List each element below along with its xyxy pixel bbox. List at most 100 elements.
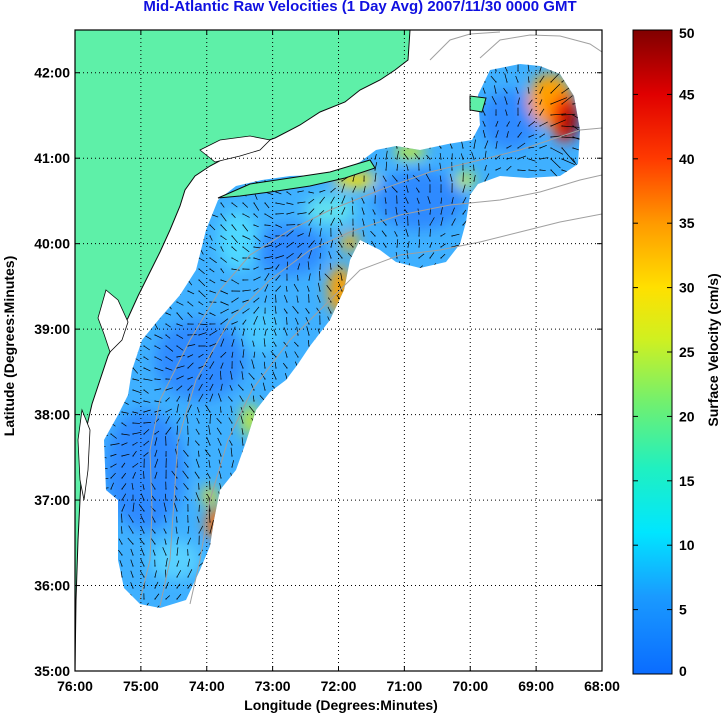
velocity-arrow	[151, 528, 156, 534]
velocity-arrow-origin	[220, 224, 222, 226]
velocity-arrow-origin	[253, 312, 255, 314]
velocity-arrow	[416, 197, 420, 204]
velocity-arrow	[220, 279, 228, 283]
velocity-arrow	[231, 213, 236, 219]
velocity-arrow	[539, 86, 544, 94]
velocity-arrow	[218, 448, 222, 457]
velocity-arrow	[550, 147, 564, 155]
velocity-arrow	[286, 253, 294, 259]
velocity-arrow-origin	[451, 191, 453, 193]
velocity-arrow	[127, 537, 134, 545]
velocity-arrow-origin	[517, 81, 519, 83]
velocity-arrow-origin	[396, 224, 398, 226]
velocity-arrow-origin	[319, 257, 321, 259]
colorbar-tick-label: 35	[679, 215, 695, 231]
velocity-arrow	[121, 411, 129, 414]
velocity-arrow	[460, 153, 464, 160]
velocity-arrow	[121, 526, 123, 534]
velocity-arrow-origin	[176, 345, 178, 347]
velocity-arrow	[198, 268, 205, 275]
velocity-arrow	[110, 472, 116, 479]
velocity-arrow	[132, 472, 136, 479]
velocity-arrow-origin	[297, 235, 299, 237]
colorbar-tick-label: 50	[679, 25, 695, 41]
velocity-arrow	[275, 191, 282, 195]
velocity-arrow	[473, 174, 476, 182]
velocity-arrow	[341, 195, 346, 204]
velocity-arrow-origin	[319, 224, 321, 226]
velocity-arrow-origin	[495, 147, 497, 149]
velocity-arrow	[395, 206, 398, 215]
velocity-arrow-origin	[396, 213, 398, 215]
velocity-arrow-origin	[528, 81, 530, 83]
velocity-arrow-origin	[165, 543, 167, 545]
velocity-arrow	[264, 284, 269, 292]
y-tick-label: 38:00	[34, 407, 70, 423]
velocity-arrow-origin	[451, 224, 453, 226]
velocity-arrow	[209, 235, 213, 241]
velocity-arrow-origin	[231, 224, 233, 226]
velocity-arrow	[242, 308, 250, 314]
velocity-arrow	[184, 495, 189, 501]
velocity-arrow-origin	[407, 257, 409, 259]
velocity-arrow-origin	[231, 257, 233, 259]
velocity-arrow	[319, 196, 326, 204]
velocity-arrow-origin	[341, 290, 343, 292]
velocity-arrow	[230, 405, 233, 413]
velocity-arrow	[241, 428, 244, 435]
velocity-arrow	[104, 455, 107, 459]
velocity-arrow-origin	[407, 169, 409, 171]
velocity-arrow	[242, 319, 247, 325]
velocity-arrow-origin	[418, 180, 420, 182]
velocity-arrow-origin	[242, 378, 244, 380]
velocity-arrow-origin	[572, 114, 574, 116]
velocity-arrow-origin	[451, 213, 453, 215]
velocity-arrow-origin	[165, 455, 167, 457]
velocity-arrow-origin	[154, 565, 156, 567]
velocity-arrow	[151, 495, 156, 501]
velocity-arrow	[252, 340, 255, 347]
velocity-arrow	[186, 414, 189, 424]
velocity-arrow-origin	[242, 301, 244, 303]
velocity-arrow	[209, 330, 218, 336]
velocity-arrow	[381, 230, 387, 237]
velocity-arrow-origin	[231, 290, 233, 292]
velocity-arrow	[198, 525, 204, 534]
velocity-arrow	[275, 224, 283, 228]
velocity-arrow-origin	[286, 312, 288, 314]
velocity-arrow	[306, 326, 310, 336]
velocity-arrow	[297, 212, 307, 215]
velocity-arrow	[336, 250, 343, 259]
velocity-arrow	[440, 243, 446, 248]
velocity-arrow-origin	[517, 158, 519, 160]
velocity-arrow	[176, 385, 183, 391]
velocity-arrow-origin	[363, 202, 365, 204]
velocity-arrow-origin	[330, 268, 332, 270]
velocity-arrow-origin	[143, 477, 145, 479]
velocity-arrow-origin	[286, 345, 288, 347]
velocity-arrow	[449, 173, 453, 182]
velocity-arrow	[165, 367, 173, 371]
velocity-arrow	[219, 483, 222, 490]
velocity-arrow	[209, 268, 215, 273]
velocity-arrow-origin	[396, 191, 398, 193]
velocity-arrow-origin	[539, 147, 541, 149]
velocity-arrow	[176, 570, 182, 578]
velocity-arrow-origin	[396, 246, 398, 248]
velocity-arrow-origin	[352, 235, 354, 237]
velocity-arrow-origin	[286, 367, 288, 369]
x-tick-label: 73:00	[255, 678, 291, 694]
velocity-arrow-origin	[231, 312, 233, 314]
velocity-arrow	[295, 317, 299, 325]
velocity-arrow	[253, 297, 260, 303]
velocity-arrow	[528, 146, 535, 149]
velocity-arrow	[204, 449, 211, 457]
velocity-arrow	[440, 207, 443, 215]
velocity-arrow-origin	[330, 235, 332, 237]
velocity-arrow-origin	[297, 191, 299, 193]
velocity-arrow	[130, 559, 134, 567]
velocity-arrow	[220, 301, 229, 306]
velocity-arrow-origin	[264, 334, 266, 336]
velocity-arrow	[253, 306, 260, 314]
velocity-arrow	[171, 470, 178, 479]
